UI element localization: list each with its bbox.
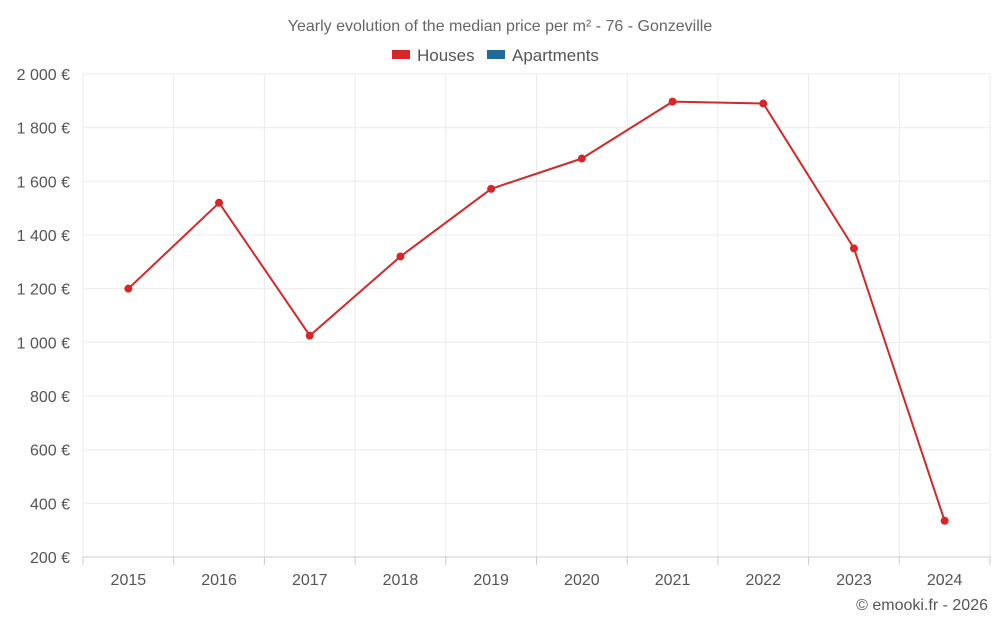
legend: Houses Apartments — [392, 46, 599, 65]
y-axis-ticks: 200 € 400 € 600 € 800 € 1 000 € 1 200 € 1 400 … — [17, 67, 70, 567]
series-houses — [124, 97, 949, 525]
legend-swatch-houses — [392, 50, 410, 59]
data-point[interactable] — [940, 516, 949, 525]
x-tick-label: 2023 — [836, 572, 872, 589]
x-tick-label: 2017 — [292, 572, 328, 589]
x-axis-ticks: 2015 2016 2017 2018 2019 2020 2021 2022 2023 2024 — [82, 557, 991, 589]
legend-label-apartments[interactable]: Apartments — [512, 46, 599, 65]
y-tick-label: 200 € — [30, 550, 70, 567]
grid — [82, 73, 991, 558]
y-tick-label: 600 € — [30, 443, 70, 460]
data-point[interactable] — [759, 99, 768, 108]
x-tick-label: 2018 — [383, 572, 419, 589]
data-point[interactable] — [396, 252, 405, 261]
data-point[interactable] — [124, 284, 133, 293]
x-tick-label: 2020 — [564, 572, 600, 589]
y-tick-label: 1 200 € — [17, 282, 70, 299]
x-tick-label: 2024 — [927, 572, 963, 589]
y-tick-label: 1 000 € — [17, 335, 70, 352]
series-layer — [124, 97, 949, 525]
x-tick-label: 2016 — [201, 572, 237, 589]
legend-label-houses[interactable]: Houses — [417, 46, 475, 65]
chart-title: Yearly evolution of the median price per… — [288, 18, 713, 35]
x-tick-label: 2019 — [473, 572, 509, 589]
data-point[interactable] — [305, 331, 314, 340]
legend-swatch-apartments — [487, 50, 505, 59]
data-point[interactable] — [668, 97, 677, 106]
credit-text: © emooki.fr - 2026 — [856, 597, 988, 614]
y-tick-label: 1 400 € — [17, 228, 70, 245]
y-tick-label: 1 800 € — [17, 121, 70, 138]
x-tick-label: 2021 — [655, 572, 691, 589]
y-tick-label: 1 600 € — [17, 174, 70, 191]
y-tick-label: 400 € — [30, 496, 70, 513]
data-point[interactable] — [849, 244, 858, 253]
x-tick-label: 2015 — [111, 572, 147, 589]
series-line — [127, 100, 946, 522]
y-tick-label: 2 000 € — [17, 67, 70, 84]
data-point[interactable] — [215, 198, 224, 207]
data-point[interactable] — [577, 154, 586, 163]
x-tick-label: 2022 — [745, 572, 781, 589]
data-point[interactable] — [487, 184, 496, 193]
y-tick-label: 800 € — [30, 389, 70, 406]
